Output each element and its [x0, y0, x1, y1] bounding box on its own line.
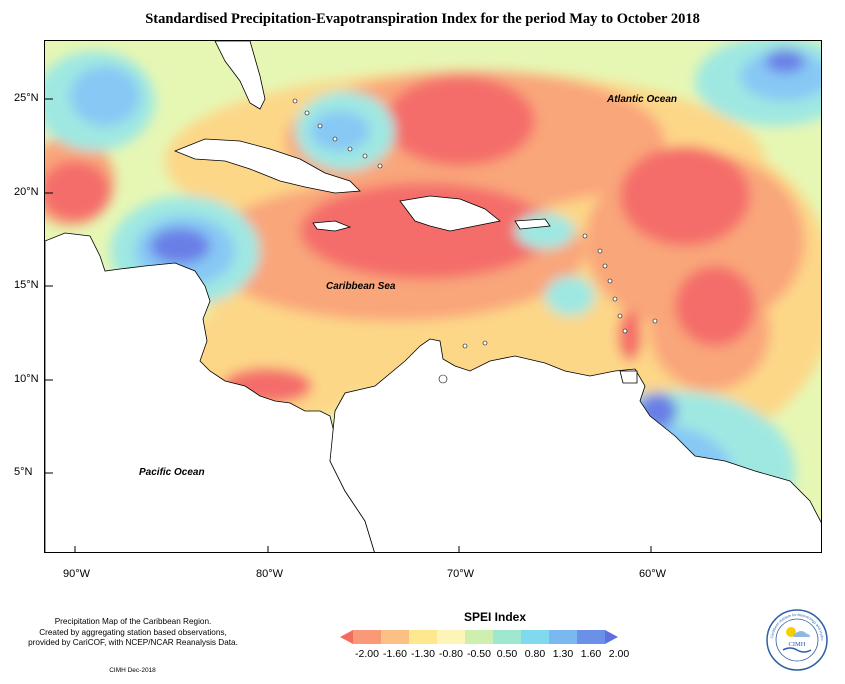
legend-label: -1.60	[383, 648, 407, 660]
legend-arrow-high	[605, 630, 618, 644]
lat-label-20n: 20°N	[14, 186, 39, 198]
cimh-logo: CIMH Caribbean Institute for Meteorology…	[765, 608, 828, 671]
lon-label-60w: 60°W	[639, 568, 667, 580]
landmasses	[45, 41, 821, 552]
legend-swatch	[577, 630, 606, 644]
very-dry-windward	[618, 311, 642, 361]
very-dry-hispaniola	[300, 183, 550, 279]
legend-label: 1.60	[580, 648, 602, 660]
lat-label-10n: 10°N	[14, 373, 39, 385]
spei-map	[44, 40, 822, 553]
cloud-icon	[793, 631, 810, 637]
lat-label-15n: 15°N	[14, 279, 39, 291]
legend-label: 0.50	[496, 648, 518, 660]
legend-swatch	[521, 630, 550, 644]
legend-swatch	[465, 630, 494, 644]
hispaniola	[399, 195, 501, 232]
legend-label: -0.80	[439, 648, 463, 660]
label-pacific-ocean: Pacific Ocean	[139, 467, 205, 478]
legend-swatch	[353, 630, 382, 644]
spei-map-canvas	[45, 41, 821, 552]
map-title: Standardised Precipitation-Evapotranspir…	[145, 11, 700, 27]
map-notes: Precipitation Map of the Caribbean Regio…	[18, 617, 248, 649]
wet-core-gulf	[70, 66, 140, 126]
legend-swatch	[493, 630, 522, 644]
wave-icon	[782, 647, 812, 653]
wet-region-south-caribbean	[545, 276, 595, 316]
jamaica	[312, 220, 352, 232]
trinidad	[619, 370, 638, 384]
legend-swatch	[409, 630, 438, 644]
note-line-2: Created by aggregating station based obs…	[39, 627, 227, 637]
logo-name: CIMH	[789, 641, 806, 648]
wet-region-pr	[515, 213, 575, 249]
note-line-1: Precipitation Map of the Caribbean Regio…	[54, 617, 212, 626]
legend-colorbar	[340, 630, 618, 644]
very-dry-atlantic	[620, 146, 750, 246]
lon-label-70w: 70°W	[447, 568, 475, 580]
legend-swatch	[381, 630, 410, 644]
florida	[214, 41, 266, 110]
very-dry-bahamas-north	[385, 76, 535, 166]
legend-label: 2.00	[608, 648, 630, 660]
note-line-3: provided by CariCOF, with NCEP/NCAR Rean…	[28, 638, 238, 647]
very-dry-lesser-antilles-east	[675, 266, 755, 346]
south-america	[329, 338, 821, 552]
legend-label: 0.80	[524, 648, 546, 660]
label-atlantic-ocean: Atlantic Ocean	[607, 94, 678, 105]
graticule-ticks	[45, 98, 652, 552]
lon-label-80w: 80°W	[256, 568, 284, 580]
legend-arrow-low	[340, 630, 353, 644]
legend-labels: -2.00 -1.60 -1.30 -0.80 -0.50 0.50 0.80 …	[340, 648, 650, 662]
legend-label: -2.00	[355, 648, 379, 660]
lat-label-5n: 5°N	[14, 466, 33, 478]
sun-icon	[786, 627, 796, 637]
legend-swatch	[437, 630, 466, 644]
legend-label: 1.30	[552, 648, 574, 660]
puerto-rico	[514, 218, 551, 230]
very-wet-honduras	[150, 228, 210, 264]
lat-label-25n: 25°N	[14, 92, 39, 104]
legend-swatch	[549, 630, 578, 644]
lon-label-90w: 90°W	[63, 568, 91, 580]
legend-label: -1.30	[411, 648, 435, 660]
map-credit: CIMH Dec-2018	[109, 667, 156, 674]
cuba	[173, 138, 361, 194]
legend-label: -0.50	[467, 648, 491, 660]
very-wet-northeast	[765, 49, 805, 73]
label-caribbean-sea: Caribbean Sea	[326, 281, 396, 292]
wet-core-bahamas	[310, 111, 370, 151]
legend-title: SPEI Index	[463, 610, 527, 624]
very-dry-yucatan	[45, 161, 110, 221]
small-islands	[292, 98, 658, 384]
logo-inner-ring	[775, 618, 819, 662]
